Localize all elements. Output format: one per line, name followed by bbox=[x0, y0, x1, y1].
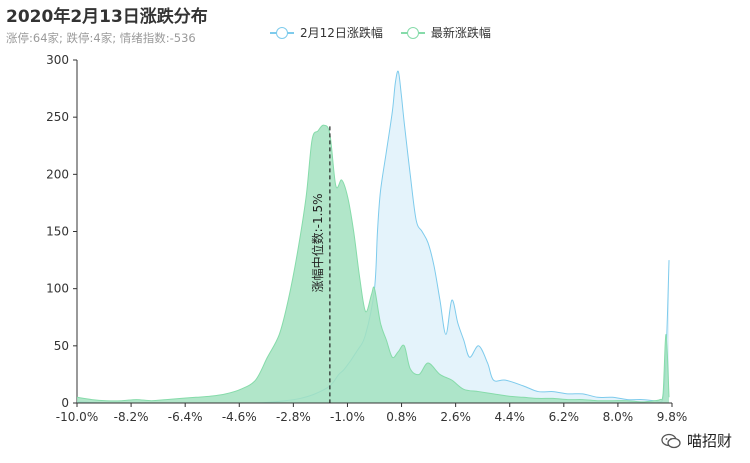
legend-item-latest[interactable]: 最新涨跌幅 bbox=[400, 24, 491, 41]
y-tick-label: 200 bbox=[46, 167, 69, 181]
legend-marker-icon bbox=[270, 26, 294, 39]
legend-label-prev: 2月12日涨跌幅 bbox=[300, 26, 383, 40]
series-line-2 bbox=[76, 124, 670, 403]
wechat-icon bbox=[661, 433, 681, 448]
series-area-2 bbox=[77, 125, 670, 403]
x-tick-label: -8.2% bbox=[114, 410, 149, 424]
legend-marker-icon bbox=[400, 26, 425, 39]
x-tick-label: 0.8% bbox=[386, 410, 417, 424]
x-tick-label: -6.4% bbox=[168, 410, 203, 424]
y-tick-label: 300 bbox=[46, 53, 69, 67]
x-tick-label: 6.2% bbox=[549, 410, 580, 424]
x-tick-label: 2.6% bbox=[440, 410, 471, 424]
median-label: 涨幅中位数:-1.5% bbox=[310, 193, 325, 292]
y-tick-label: 50 bbox=[54, 339, 69, 353]
x-tick-label: 4.4% bbox=[494, 410, 525, 424]
chart-subtitle: 涨停:64家; 跌停:4家; 情绪指数:-536 bbox=[6, 31, 196, 45]
x-tick-label: -10.0% bbox=[56, 410, 98, 424]
y-tick-label: 150 bbox=[46, 225, 69, 239]
legend: 2月12日涨跌幅 最新涨跌幅 bbox=[270, 24, 491, 41]
watermark-text: 喵招财 bbox=[686, 432, 732, 450]
y-tick-label: 100 bbox=[46, 282, 69, 296]
legend-item-prev[interactable]: 2月12日涨跌幅 bbox=[270, 24, 383, 41]
chart-title: 2020年2月13日涨跌分布 bbox=[6, 7, 208, 27]
watermark: 喵招财 bbox=[661, 430, 732, 451]
x-tick-label: -2.8% bbox=[276, 410, 311, 424]
legend-label-latest: 最新涨跌幅 bbox=[430, 26, 491, 40]
x-tick-label: -4.6% bbox=[222, 410, 257, 424]
x-tick-label: 8.0% bbox=[603, 410, 634, 424]
x-tick-label: 9.8% bbox=[657, 410, 688, 424]
y-tick-label: 0 bbox=[61, 396, 69, 410]
y-tick-label: 250 bbox=[46, 110, 69, 124]
x-tick-label: -1.0% bbox=[330, 410, 365, 424]
